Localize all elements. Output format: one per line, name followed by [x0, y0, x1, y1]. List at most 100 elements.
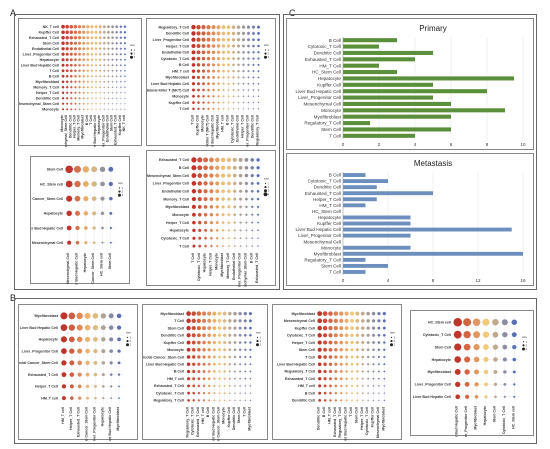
dot — [92, 241, 96, 244]
dot — [215, 205, 219, 209]
legend-dot — [264, 186, 267, 189]
dot — [107, 58, 110, 61]
dot — [212, 318, 217, 323]
bar — [343, 233, 411, 238]
dot — [112, 108, 114, 110]
dot — [197, 391, 201, 395]
dot — [218, 384, 221, 387]
dot — [232, 82, 235, 85]
dot — [355, 319, 360, 323]
legend-dot — [118, 190, 121, 193]
dot — [90, 64, 94, 67]
x-tick-label: 0 — [342, 142, 345, 147]
row-label: Dendritic Cell — [36, 97, 59, 101]
dot — [239, 377, 241, 380]
dot — [228, 311, 232, 316]
dot — [232, 69, 235, 73]
dot — [124, 58, 126, 61]
col-label: Stem Cell — [108, 253, 112, 269]
dot — [103, 58, 106, 61]
dot — [454, 368, 461, 375]
legend-size-label: 2 — [394, 339, 396, 343]
dot — [203, 157, 209, 163]
dot — [65, 36, 69, 40]
dot — [77, 384, 82, 389]
dot — [213, 377, 216, 380]
dot — [366, 355, 370, 359]
dot — [207, 362, 211, 366]
dot — [226, 38, 231, 42]
dot — [233, 341, 237, 344]
dot — [206, 37, 211, 42]
dot — [317, 333, 322, 338]
dot — [202, 82, 205, 86]
dot — [317, 340, 322, 345]
dot — [216, 37, 221, 42]
dot — [216, 50, 221, 54]
dot — [250, 158, 255, 162]
dot — [378, 370, 380, 373]
dot — [99, 58, 102, 61]
dot — [257, 213, 260, 216]
dot — [82, 108, 85, 111]
dot — [124, 108, 126, 110]
dotplot-a3-svg: Stem Cell HC_Stem cell Liver Cancer_Stem C… — [31, 162, 124, 285]
dot — [473, 343, 480, 351]
dot — [99, 64, 102, 67]
dot — [201, 56, 206, 61]
dot — [93, 384, 97, 388]
row-label: Myofibroblast — [291, 312, 315, 316]
dot — [215, 173, 220, 178]
dot — [210, 244, 213, 248]
legend-title: size — [256, 331, 261, 335]
dot — [116, 86, 118, 88]
dot — [196, 75, 201, 79]
category-label: Regulatory_T Cell — [304, 121, 341, 126]
row-label: B Cell — [174, 370, 184, 374]
dot — [203, 220, 208, 225]
col-label: Hepatocyte — [203, 253, 207, 272]
dot — [74, 108, 77, 111]
dot — [191, 347, 196, 352]
bar — [343, 108, 505, 113]
dot — [222, 101, 225, 104]
dot — [222, 319, 227, 323]
legend-dot — [522, 341, 525, 343]
legend-size-label: 2 — [122, 190, 124, 194]
dot — [212, 95, 215, 98]
col-label: Liver Bud Hepatic Cell — [211, 115, 215, 147]
dot — [107, 80, 110, 83]
dot — [344, 340, 349, 345]
dot — [61, 41, 65, 45]
dot — [207, 82, 210, 86]
dot — [115, 25, 118, 29]
row-label: Stem Cell — [435, 345, 451, 349]
dot — [474, 394, 479, 399]
legend-dot — [130, 52, 133, 55]
dot — [334, 377, 338, 381]
dot — [249, 399, 252, 401]
dot — [257, 44, 260, 48]
dot — [69, 41, 73, 45]
col-label: Liver Bud Hepatic Cell — [344, 407, 348, 441]
dot — [94, 69, 98, 72]
dot — [377, 326, 381, 330]
dot — [103, 103, 105, 105]
dot — [78, 396, 82, 400]
dot — [111, 47, 114, 50]
dot — [226, 50, 231, 54]
dot — [111, 36, 114, 39]
row-label: Helper_T Cell — [166, 44, 189, 48]
dot — [226, 25, 231, 29]
dot — [107, 69, 110, 72]
dot — [243, 326, 247, 330]
dot — [228, 355, 232, 359]
dot — [372, 385, 375, 387]
dot — [323, 362, 327, 366]
dot — [102, 30, 106, 34]
dot — [86, 80, 89, 83]
dot — [98, 41, 102, 45]
dot — [120, 108, 122, 110]
col-label: Liver_Progenitor Cell — [101, 115, 105, 147]
dot — [107, 103, 110, 105]
